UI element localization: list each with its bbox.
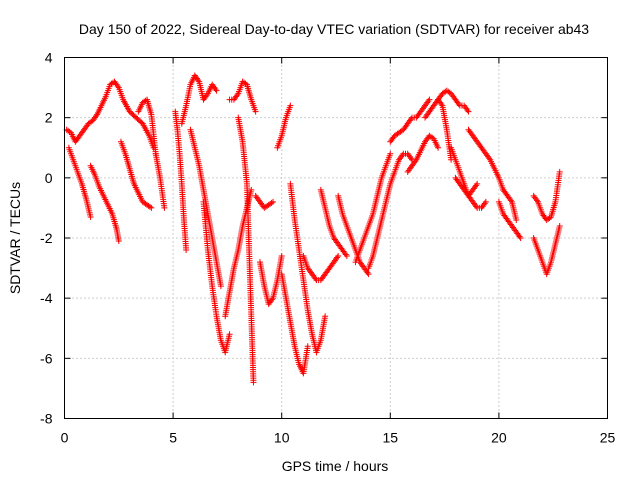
x-tick-label: 5 bbox=[169, 430, 177, 446]
series-arc-26 bbox=[422, 96, 455, 163]
grid-layer bbox=[64, 57, 608, 419]
data-point bbox=[278, 253, 285, 260]
data-point bbox=[398, 127, 405, 134]
series-arc-04 bbox=[117, 138, 155, 211]
data-point bbox=[426, 96, 433, 103]
series-arc-06 bbox=[152, 150, 168, 211]
chart-title: Day 150 of 2022, Sidereal Day-to-day VTE… bbox=[79, 21, 589, 37]
series-arc-22 bbox=[352, 150, 394, 266]
data-point bbox=[482, 198, 489, 205]
series-arc-13 bbox=[235, 114, 257, 386]
y-tick-label: 0 bbox=[45, 170, 53, 186]
series-arc-17 bbox=[278, 271, 311, 377]
data-point bbox=[435, 144, 442, 151]
series-arc-27 bbox=[435, 87, 472, 115]
y-tick-label: -2 bbox=[40, 230, 53, 246]
y-tick-label: -6 bbox=[40, 350, 53, 366]
series-arc-25 bbox=[404, 132, 442, 175]
series-arc-07 bbox=[172, 108, 190, 254]
series-arc-02 bbox=[65, 144, 94, 220]
points-layer bbox=[63, 72, 563, 386]
series-arc-18 bbox=[287, 180, 329, 356]
series-arc-24 bbox=[387, 96, 433, 145]
series-arc-28 bbox=[465, 126, 507, 193]
data-point bbox=[387, 150, 394, 157]
data-point bbox=[115, 238, 122, 245]
data-point bbox=[322, 313, 329, 320]
data-point bbox=[88, 118, 95, 125]
x-tick-label: 15 bbox=[383, 430, 399, 446]
series-arc-32 bbox=[500, 186, 520, 223]
series-arc-16 bbox=[274, 102, 294, 151]
data-point bbox=[517, 235, 524, 241]
tick-layer: 0 5 10 15 20 25 -8 -6 -4 -2 0 2 4 bbox=[40, 50, 615, 446]
data-point bbox=[146, 203, 153, 210]
series-arc-19 bbox=[300, 253, 342, 284]
data-point bbox=[213, 87, 220, 94]
data-point bbox=[304, 343, 311, 350]
data-point bbox=[226, 331, 233, 338]
data-point bbox=[270, 198, 277, 205]
series-arc-34 bbox=[530, 222, 563, 278]
data-point bbox=[556, 168, 563, 175]
data-point bbox=[87, 213, 94, 220]
y-tick-label: -8 bbox=[40, 411, 53, 427]
data-point bbox=[217, 283, 224, 290]
series-arc-23 bbox=[365, 150, 416, 272]
series-arc-30 bbox=[448, 144, 481, 199]
data-point bbox=[161, 204, 168, 211]
series-arc-08 bbox=[178, 72, 220, 127]
data-point bbox=[110, 79, 117, 86]
series-arc-01 bbox=[63, 78, 157, 151]
x-tick-label: 25 bbox=[600, 430, 616, 446]
data-point bbox=[268, 199, 275, 206]
data-point bbox=[250, 379, 257, 386]
y-tick-label: -4 bbox=[40, 290, 53, 306]
series-arc-20 bbox=[317, 186, 350, 260]
series-arc-11 bbox=[222, 186, 255, 320]
series-arc-10 bbox=[200, 198, 233, 356]
data-point bbox=[343, 253, 350, 260]
data-point bbox=[513, 216, 520, 223]
x-tick-label: 20 bbox=[491, 430, 507, 446]
data-point bbox=[183, 247, 190, 254]
series-arc-31 bbox=[495, 198, 524, 241]
series-arc-14 bbox=[252, 192, 277, 211]
x-tick-label: 0 bbox=[61, 430, 69, 446]
data-point bbox=[446, 89, 453, 96]
y-tick-label: 4 bbox=[45, 50, 53, 66]
y-axis-label: SDTVAR / TECUs bbox=[7, 182, 23, 294]
data-point bbox=[465, 108, 472, 115]
series-arc-09 bbox=[187, 126, 224, 290]
data-point bbox=[252, 108, 259, 115]
data-point bbox=[148, 204, 155, 211]
data-point bbox=[556, 222, 563, 229]
series-arc-21 bbox=[335, 192, 372, 278]
data-point bbox=[287, 102, 294, 109]
x-tick-label: 10 bbox=[274, 430, 290, 446]
series-arc-33 bbox=[530, 168, 563, 223]
series-arc-03 bbox=[87, 162, 122, 245]
y-tick-label: 2 bbox=[45, 110, 53, 126]
series-arc-29 bbox=[452, 174, 489, 211]
x-axis-label: GPS time / hours bbox=[282, 458, 389, 474]
data-point bbox=[365, 271, 372, 278]
series-arc-12 bbox=[226, 78, 259, 115]
series-arc-15 bbox=[256, 253, 285, 308]
data-point bbox=[335, 253, 342, 260]
data-point bbox=[474, 180, 481, 187]
